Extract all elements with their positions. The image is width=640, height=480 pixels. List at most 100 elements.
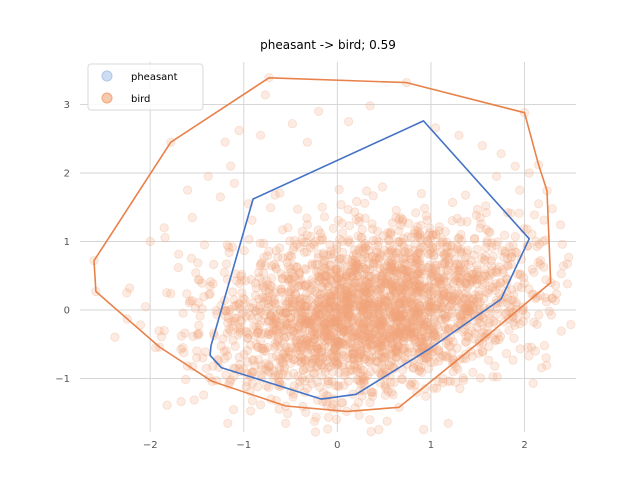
bird-point bbox=[325, 336, 335, 347]
bird-point bbox=[389, 262, 399, 273]
bird-point bbox=[371, 351, 382, 361]
bird-point bbox=[356, 232, 366, 243]
bird-point bbox=[284, 347, 294, 357]
bird-point bbox=[382, 260, 392, 271]
bird-point bbox=[415, 283, 425, 293]
bird-point bbox=[280, 333, 290, 343]
bird-point bbox=[402, 266, 412, 276]
bird-point bbox=[477, 141, 487, 151]
bird-point bbox=[529, 317, 539, 327]
bird-point bbox=[362, 299, 372, 310]
bird-point bbox=[194, 320, 204, 331]
bird-point bbox=[354, 246, 364, 256]
bird-point bbox=[415, 304, 425, 314]
bird-point bbox=[287, 319, 297, 329]
bird-point bbox=[370, 326, 380, 336]
bird-point bbox=[264, 246, 274, 256]
bird-point bbox=[235, 303, 245, 313]
bird-point bbox=[334, 279, 345, 290]
bird-point bbox=[469, 269, 479, 279]
bird-point bbox=[352, 315, 362, 325]
bird-point bbox=[311, 341, 322, 352]
bird-point bbox=[415, 316, 426, 326]
bird-point bbox=[237, 288, 247, 298]
bird-point bbox=[317, 332, 327, 342]
bird-point bbox=[237, 308, 247, 319]
bird-point bbox=[334, 337, 344, 347]
bird-point bbox=[515, 269, 525, 279]
bird-point bbox=[466, 300, 476, 310]
bird-point bbox=[501, 348, 512, 359]
bird-point bbox=[330, 338, 340, 348]
bird-point bbox=[338, 247, 348, 257]
bird-point bbox=[333, 303, 343, 313]
bird-point bbox=[448, 337, 458, 347]
bird-point bbox=[439, 297, 449, 307]
bird-point bbox=[281, 319, 291, 330]
bird-point bbox=[511, 298, 521, 308]
bird-point bbox=[454, 233, 464, 243]
bird-point bbox=[443, 376, 453, 386]
bird-point bbox=[379, 308, 389, 318]
bird-point bbox=[472, 322, 482, 332]
bird-point bbox=[354, 299, 365, 310]
bird-point bbox=[321, 309, 331, 319]
bird-point bbox=[351, 215, 361, 225]
bird-point bbox=[309, 334, 319, 344]
bird-point bbox=[498, 268, 508, 278]
bird-point bbox=[313, 297, 323, 308]
bird-point bbox=[294, 382, 304, 392]
bird-point bbox=[345, 299, 355, 309]
bird-point bbox=[302, 383, 312, 393]
bird-point bbox=[412, 230, 423, 240]
bird-point bbox=[431, 266, 441, 276]
bird-point bbox=[361, 316, 371, 326]
bird-point bbox=[451, 270, 461, 281]
y-tick-label: 2 bbox=[64, 169, 70, 180]
bird-point bbox=[471, 210, 481, 220]
bird-point bbox=[483, 227, 494, 237]
bird-point bbox=[323, 424, 333, 434]
bird-point bbox=[314, 356, 325, 366]
bird-point bbox=[347, 331, 358, 341]
bird-point bbox=[265, 310, 275, 320]
bird-point bbox=[458, 300, 468, 311]
bird-point bbox=[462, 291, 472, 301]
bird-point bbox=[281, 331, 292, 342]
bird-point bbox=[492, 304, 502, 314]
bird-point bbox=[279, 339, 289, 349]
bird-point bbox=[305, 363, 316, 373]
bird-point bbox=[337, 236, 347, 246]
bird-point bbox=[227, 242, 238, 252]
bird-point bbox=[322, 331, 332, 341]
bird-point bbox=[292, 239, 302, 249]
bird-point bbox=[426, 349, 436, 359]
bird-point bbox=[316, 301, 326, 311]
bird-point bbox=[254, 312, 264, 322]
bird-point bbox=[285, 302, 296, 312]
bird-point bbox=[521, 310, 531, 320]
bird-point bbox=[353, 260, 363, 270]
bird-point bbox=[339, 291, 349, 301]
bird-point bbox=[192, 346, 202, 356]
bird-point bbox=[373, 319, 383, 329]
bird-point bbox=[460, 294, 470, 304]
bird-point bbox=[345, 267, 355, 278]
bird-point bbox=[472, 244, 482, 254]
bird-point bbox=[394, 331, 404, 341]
bird-point bbox=[362, 302, 372, 312]
bird-point bbox=[290, 289, 300, 299]
bird-point bbox=[348, 285, 358, 295]
bird-point bbox=[350, 287, 361, 298]
bird-point bbox=[194, 328, 204, 338]
bird-point bbox=[273, 252, 283, 262]
bird-point bbox=[311, 311, 321, 321]
bird-point bbox=[216, 341, 226, 351]
bird-point bbox=[306, 231, 316, 241]
bird-point bbox=[187, 296, 197, 306]
bird-point bbox=[344, 318, 354, 328]
bird-point bbox=[385, 264, 396, 274]
bird-point bbox=[333, 360, 343, 370]
bird-point bbox=[418, 288, 428, 299]
bird-point bbox=[392, 312, 402, 322]
